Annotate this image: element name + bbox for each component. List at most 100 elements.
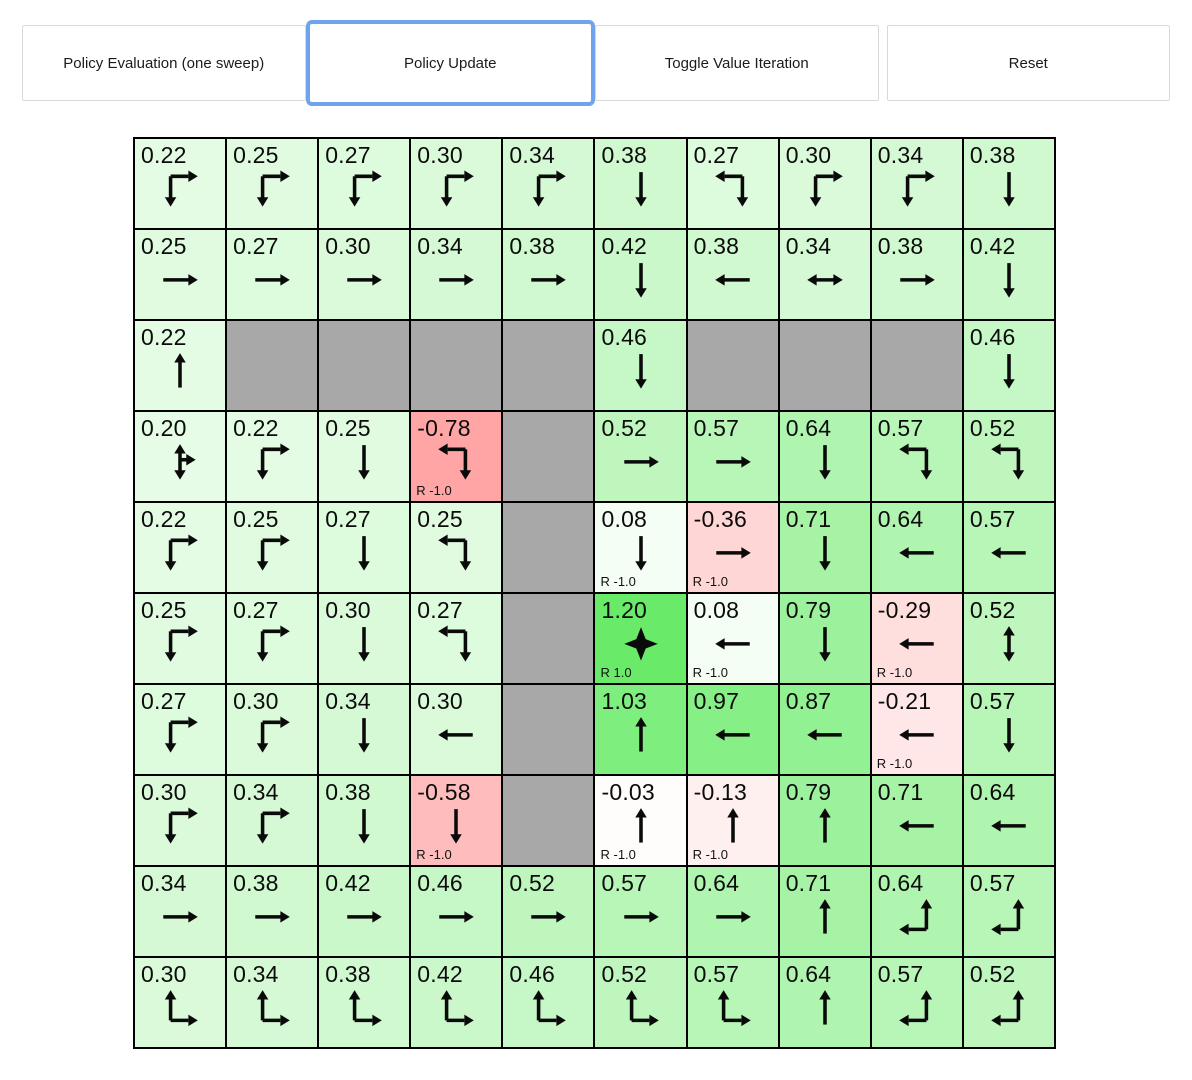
wall-cell-r3c3	[318, 320, 411, 411]
cell-reward: R -1.0	[600, 574, 636, 589]
cell-value: 0.20	[141, 415, 187, 441]
grid-cell-r5c9: 0.64	[870, 502, 963, 593]
policy-arrow-icon	[818, 536, 831, 571]
policy-arrow-icon	[347, 911, 383, 923]
policy-arrow-icon	[714, 638, 750, 650]
policy-arrow-icon	[164, 625, 198, 662]
policy-arrow-icon	[438, 443, 472, 480]
cell-value: -0.36	[693, 506, 748, 532]
policy-arrow-icon	[164, 716, 198, 753]
grid-cell-r9c2: 0.38	[226, 866, 319, 957]
policy-arrow-icon	[256, 443, 290, 480]
grid-cell-r2c1: 0.25	[134, 229, 227, 320]
cell-value: 0.64	[785, 415, 832, 441]
grid-cell-r2c6: 0.42	[594, 229, 687, 320]
cell-value: 0.57	[969, 506, 1016, 532]
grid-cell-r7c2: 0.30	[226, 684, 319, 775]
grid-cell-r7c10: 0.57	[962, 684, 1055, 775]
grid-cell-r8c6: -0.03 R -1.0	[594, 775, 687, 866]
cell-value: 0.27	[325, 506, 371, 532]
cell-value: 0.27	[141, 688, 187, 714]
cell-value: 0.57	[969, 870, 1016, 896]
policy-arrow-icon	[715, 456, 751, 468]
grid-cell-r4c7: 0.57	[686, 411, 779, 502]
grid-cell-r5c2: 0.25	[226, 502, 319, 593]
policy-arrow-icon	[991, 443, 1025, 480]
policy-arrow-icon	[900, 274, 935, 286]
cell-value: 0.30	[325, 597, 371, 623]
policy-arrow-icon	[1003, 263, 1015, 298]
policy-arrow-icon	[358, 718, 370, 753]
cell-value: 0.64	[877, 870, 924, 896]
cell-value: 0.30	[417, 688, 463, 714]
toolbar: Policy Evaluation (one sweep) Policy Upd…	[22, 20, 1170, 106]
wall-cell-r3c7	[686, 320, 779, 411]
grid-cell-r10c1: 0.30	[134, 957, 227, 1048]
policy-arrow-icon	[714, 170, 748, 207]
cell-value: 0.38	[693, 233, 740, 259]
cell-value: 0.30	[141, 779, 187, 805]
policy-arrow-icon	[438, 625, 472, 662]
cell-reward: R -1.0	[692, 574, 728, 589]
wall-cell-r3c2	[226, 320, 319, 411]
grid-cell-r9c9: 0.64	[870, 866, 963, 957]
grid-cell-r6c8: 0.79	[778, 593, 871, 684]
policy-arrow-icon	[625, 990, 659, 1027]
cell-value: 0.71	[785, 870, 832, 896]
policy-arrow-icon	[255, 274, 290, 286]
policy-evaluation-button[interactable]: Policy Evaluation (one sweep)	[22, 25, 306, 101]
policy-arrow-icon	[634, 808, 647, 843]
cell-value: -0.58	[417, 779, 471, 805]
grid-cell-r10c5: 0.46	[502, 957, 595, 1048]
policy-arrow-icon	[163, 274, 198, 286]
grid-cell-r5c4: 0.25	[410, 502, 503, 593]
grid-cell-r10c6: 0.52	[594, 957, 687, 1048]
grid-cell-r3c1: 0.22	[134, 320, 227, 411]
cell-value: 0.52	[969, 597, 1016, 623]
policy-update-button[interactable]: Policy Update	[305, 20, 595, 106]
policy-arrow-icon	[818, 899, 831, 934]
policy-arrow-icon	[358, 627, 370, 662]
grid-cell-r6c2: 0.27	[226, 593, 319, 684]
grid-cell-r6c1: 0.25	[134, 593, 227, 684]
grid-cell-r5c8: 0.71	[778, 502, 871, 593]
grid-cell-r4c3: 0.25	[318, 411, 411, 502]
wall-cell-r4c5	[502, 411, 595, 502]
grid-cell-r6c4: 0.27	[410, 593, 503, 684]
policy-arrow-icon	[256, 716, 290, 753]
cell-value: 0.38	[325, 779, 371, 805]
cell-value: 0.22	[141, 324, 187, 350]
policy-arrow-icon	[441, 990, 475, 1027]
policy-arrow-icon	[256, 170, 290, 207]
reset-button[interactable]: Reset	[886, 25, 1170, 101]
terminal-star-icon	[623, 627, 658, 661]
cell-value: 0.30	[233, 688, 279, 714]
grid-cell-r1c2: 0.25	[226, 138, 319, 229]
wall-cell-r7c5	[502, 684, 595, 775]
cell-value: 0.57	[693, 415, 740, 441]
cell-value: 0.57	[877, 961, 924, 987]
toggle-value-iteration-button[interactable]: Toggle Value Iteration	[595, 25, 879, 101]
policy-arrow-icon	[623, 456, 659, 468]
cell-value: 0.27	[233, 597, 279, 623]
grid-cell-r10c8: 0.64	[778, 957, 871, 1048]
cell-value: 0.25	[141, 233, 187, 259]
policy-arrow-icon	[163, 911, 198, 923]
grid-cell-r5c10: 0.57	[962, 502, 1055, 593]
policy-arrow-icon	[899, 990, 933, 1027]
grid-cell-r6c10: 0.52	[962, 593, 1055, 684]
policy-arrow-icon	[901, 170, 935, 207]
grid-cell-r6c7: 0.08 R -1.0	[686, 593, 779, 684]
cell-value: 0.30	[325, 233, 371, 259]
cell-value: 0.34	[233, 779, 279, 805]
policy-arrow-icon	[634, 172, 647, 207]
policy-arrow-icon	[899, 729, 934, 741]
policy-arrow-icon	[818, 627, 831, 662]
cell-value: 0.42	[969, 233, 1016, 259]
cell-value: 1.20	[601, 597, 648, 623]
policy-arrow-icon	[439, 274, 475, 286]
policy-arrow-icon	[818, 808, 831, 843]
policy-arrow-icon	[899, 638, 934, 650]
grid-cell-r1c10: 0.38	[962, 138, 1055, 229]
cell-value: 0.64	[693, 870, 740, 896]
